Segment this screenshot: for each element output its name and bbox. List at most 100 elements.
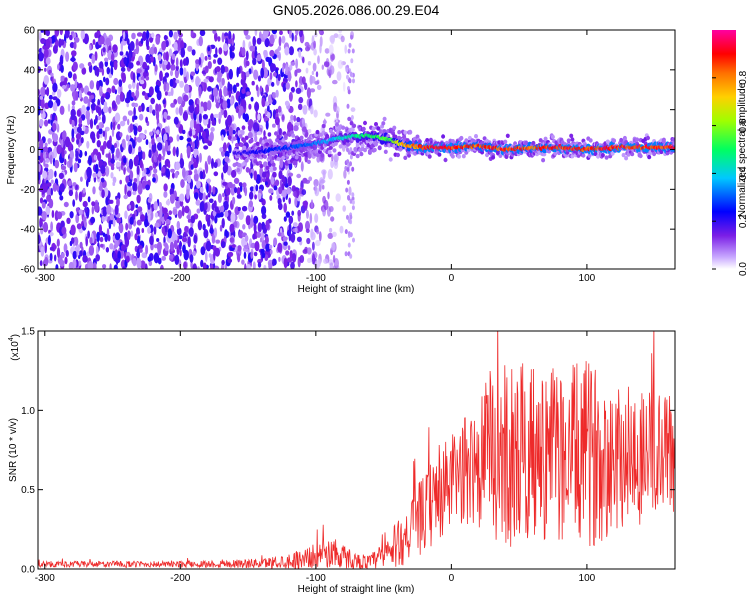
- spectrogram-noise-cell: [202, 262, 207, 269]
- spectrogram-noise-cell: [346, 179, 350, 185]
- spectrogram-noise-cell: [189, 119, 194, 130]
- spectrogram-noise-cell: [38, 105, 41, 116]
- spectrogram-noise-cell: [159, 70, 163, 82]
- spectrogram-noise-cell: [195, 135, 199, 147]
- snr-y-axis-label: SNR (10 * v/v): [8, 418, 19, 482]
- spectrogram-noise-cell: [327, 232, 334, 239]
- spectrogram-noise-cell: [154, 85, 160, 93]
- spectrogram-noise-cell: [177, 209, 183, 219]
- spectrogram-noise-cell: [213, 113, 220, 118]
- spectrogram-noise-cell: [265, 219, 270, 230]
- spectrogram-noise-cell: [133, 178, 138, 183]
- spectrogram-noise-cell: [179, 249, 182, 257]
- spectrogram-noise-cell: [274, 49, 279, 55]
- spectrogram-noise-cell: [166, 149, 171, 156]
- spectrogram-noise-cell: [75, 184, 78, 190]
- spectrogram-noise-cell: [349, 161, 352, 167]
- spectrogram-noise-cell: [132, 257, 137, 267]
- spectrogram-noise-cell: [87, 196, 91, 203]
- spectrogram-noise-cell: [141, 252, 148, 259]
- spectrogram-noise-cell: [147, 226, 151, 234]
- spectrogram-noise-cell: [265, 173, 269, 178]
- spectrogram-ridge-halo: [647, 154, 652, 160]
- spectrogram-noise-cell: [238, 95, 241, 105]
- spectrogram-noise-cell: [80, 176, 83, 182]
- spectrogram-noise-cell: [123, 194, 128, 200]
- spectrogram-noise-cell: [221, 218, 225, 229]
- x-tick-label: -200: [170, 573, 190, 584]
- spectrogram-noise-cell: [170, 70, 173, 77]
- spectrogram-noise-cell: [291, 252, 297, 263]
- spectrogram-noise-cell: [173, 116, 179, 125]
- spectrogram-ridge-halo: [328, 128, 333, 134]
- spectrogram-noise-cell: [202, 192, 207, 202]
- spectrogram-noise-cell: [171, 172, 175, 179]
- spectrogram-noise-cell: [273, 33, 277, 40]
- spectrogram-noise-cell: [156, 238, 160, 242]
- spectrogram-noise-cell: [110, 172, 114, 179]
- spectrogram-noise-cell: [217, 36, 221, 42]
- spectrogram-noise-cell: [252, 57, 257, 66]
- spectrogram-noise-cell: [263, 130, 266, 138]
- spectrogram-noise-cell: [248, 200, 253, 208]
- spectrogram-noise-cell: [223, 109, 228, 119]
- spectrogram-ridge-halo: [441, 134, 446, 139]
- spectrogram-noise-cell: [348, 78, 352, 84]
- spectrogram-noise-cell: [131, 91, 135, 98]
- spectrogram-noise-cell: [329, 262, 334, 269]
- spectrogram-noise-cell: [278, 186, 283, 195]
- spectrogram-noise-cell: [282, 82, 287, 92]
- spectrogram-noise-cell: [74, 78, 78, 89]
- spectrogram-noise-cell: [202, 101, 208, 112]
- spectrogram-noise-cell: [295, 30, 299, 36]
- spectrogram-noise-cell: [190, 71, 196, 77]
- spectrogram-noise-cell: [207, 217, 211, 227]
- spectrogram-noise-cell: [179, 158, 185, 169]
- spectrogram-noise-cell: [198, 105, 204, 114]
- spectrogram-noise-cell: [278, 256, 281, 262]
- spectrogram-noise-cell: [129, 123, 134, 133]
- spectrogram-noise-cell: [65, 51, 70, 62]
- spectrogram-noise-cell: [330, 53, 336, 61]
- spectrogram-noise-cell: [81, 104, 86, 115]
- spectrogram-noise-cell: [319, 43, 322, 54]
- spectrogram-noise-cell: [203, 229, 209, 239]
- spectrogram-noise-cell: [305, 220, 310, 231]
- spectrogram-noise-cell: [314, 184, 318, 195]
- spectrogram-noise-cell: [350, 58, 354, 64]
- spectrogram-noise-cell: [175, 107, 179, 115]
- spectrogram-cells: [38, 30, 675, 269]
- spectrogram-noise-cell: [117, 123, 121, 130]
- spectrogram-ridge-halo: [272, 166, 277, 171]
- spectrogram-noise-cell: [288, 91, 293, 102]
- spectrogram-noise-cell: [139, 248, 143, 253]
- spectrogram-noise-cell: [75, 91, 79, 101]
- spectrogram-noise-cell: [335, 106, 340, 114]
- spectrogram-noise-cell: [104, 91, 111, 100]
- spectrogram-noise-cell: [112, 217, 116, 227]
- spectrogram-noise-cell: [260, 248, 265, 254]
- spectrogram-noise-cell: [241, 125, 246, 130]
- spectrogram-noise-cell: [90, 131, 96, 141]
- spectrogram-noise-cell: [275, 89, 279, 98]
- spectrogram-noise-cell: [222, 192, 225, 198]
- spectrogram-ridge-halo: [327, 150, 332, 155]
- spectrogram-noise-cell: [329, 227, 333, 233]
- spectrogram-noise-cell: [41, 201, 46, 209]
- spectrogram-noise-cell: [290, 232, 296, 243]
- spectrogram-ridge-halo: [352, 123, 357, 128]
- spectrogram-noise-cell: [154, 222, 160, 228]
- spectrogram-ridge-halo: [566, 138, 571, 143]
- spectrogram-noise-cell: [190, 215, 196, 224]
- spectrogram-noise-cell: [236, 187, 241, 196]
- spectrogram-noise-cell: [56, 211, 63, 220]
- spectrogram-noise-cell: [89, 44, 92, 51]
- spectrogram-noise-cell: [212, 59, 217, 64]
- spectrogram-noise-cell: [222, 100, 228, 110]
- spectrogram-noise-cell: [134, 102, 139, 108]
- spectrogram-noise-cell: [86, 166, 92, 178]
- spectrogram-noise-cell: [130, 230, 134, 237]
- spectrogram-noise-cell: [350, 107, 356, 112]
- spectrogram-noise-cell: [241, 237, 246, 247]
- spectrogram-noise-cell: [91, 205, 95, 215]
